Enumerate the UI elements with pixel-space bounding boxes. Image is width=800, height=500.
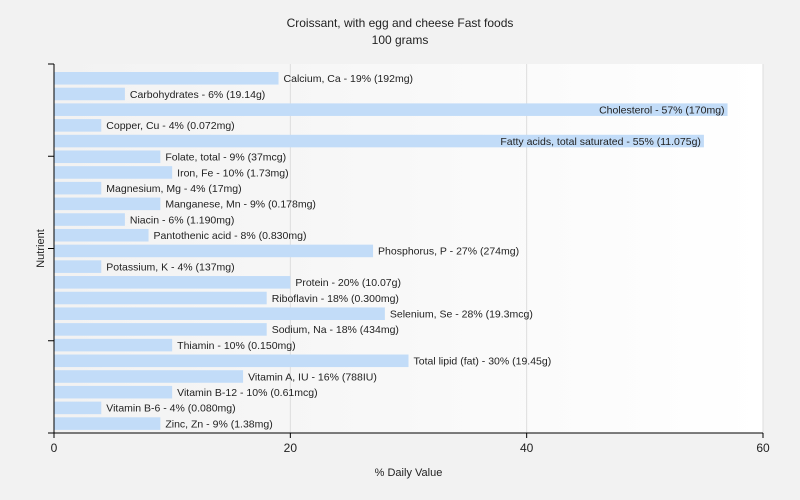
bars: Calcium, Ca - 19% (192mg) Carbohydrates -… bbox=[54, 72, 728, 430]
chart-title: Croissant, with egg and cheese Fast food… bbox=[286, 16, 514, 30]
bar bbox=[54, 401, 102, 415]
bar bbox=[54, 307, 385, 320]
bar bbox=[54, 72, 279, 85]
bar-label: Sodium, Na - 18% (434mg) bbox=[272, 324, 399, 336]
bar bbox=[54, 181, 102, 195]
x-tick-label: 0 bbox=[51, 441, 58, 455]
bar-label: Total lipid (fat) - 30% (19.45g) bbox=[414, 356, 552, 368]
bar-label: Pantothenic acid - 8% (0.830mg) bbox=[154, 230, 307, 242]
bar bbox=[54, 291, 267, 305]
x-tick-label: 40 bbox=[520, 441, 534, 455]
bar bbox=[54, 260, 102, 273]
x-axis-title: % Daily Value bbox=[375, 467, 443, 479]
x-tick-label: 20 bbox=[284, 441, 298, 455]
bar-label: Carbohydrates - 6% (19.14g) bbox=[130, 89, 265, 101]
bar-label: Calcium, Ca - 19% (192mg) bbox=[284, 73, 414, 85]
x-tick-label: 60 bbox=[756, 441, 770, 455]
bar-label: Thiamin - 10% (0.150mg) bbox=[177, 340, 295, 352]
bar bbox=[54, 103, 728, 116]
bar bbox=[54, 338, 173, 352]
bar-label: Riboflavin - 18% (0.300mg) bbox=[272, 293, 399, 305]
bar-label: Vitamin B-6 - 4% (0.080mg) bbox=[106, 403, 235, 415]
bar bbox=[54, 323, 267, 336]
bar-label: Copper, Cu - 4% (0.072mg) bbox=[106, 120, 234, 132]
bar-label: Phosphorus, P - 27% (274mg) bbox=[378, 246, 519, 258]
bar-label: Potassium, K - 4% (137mg) bbox=[106, 261, 234, 273]
bar bbox=[54, 276, 291, 289]
axes: 0 20 40 60 bbox=[48, 63, 770, 455]
bar-label: Vitamin B-12 - 10% (0.61mcg) bbox=[177, 387, 317, 399]
bar bbox=[54, 197, 161, 211]
bar-label: Protein - 20% (10.07g) bbox=[295, 277, 401, 289]
bar bbox=[54, 354, 409, 368]
bar bbox=[54, 385, 173, 399]
bar-label: Magnesium, Mg - 4% (17mg) bbox=[106, 183, 241, 195]
bar bbox=[54, 150, 161, 164]
bar bbox=[54, 166, 173, 179]
bar bbox=[54, 134, 704, 148]
bar bbox=[54, 228, 149, 242]
bar-label: Cholesterol - 57% (170mg) bbox=[599, 104, 724, 116]
bar bbox=[54, 370, 244, 383]
bar-label: Folate, total - 9% (37mcg) bbox=[165, 152, 286, 164]
bar bbox=[54, 417, 161, 430]
bar-label: Niacin - 6% (1.190mg) bbox=[130, 214, 234, 226]
bar bbox=[54, 213, 125, 226]
bar-label: Iron, Fe - 10% (1.73mg) bbox=[177, 167, 288, 179]
bar bbox=[54, 119, 102, 132]
bar-label: Fatty acids, total saturated - 55% (11.0… bbox=[500, 136, 701, 148]
bar-label: Vitamin A, IU - 16% (788IU) bbox=[248, 371, 377, 383]
y-axis-title: Nutrient bbox=[35, 229, 47, 268]
bar bbox=[54, 87, 125, 101]
bar-label: Zinc, Zn - 9% (1.38mg) bbox=[165, 418, 272, 430]
chart-subtitle: 100 grams bbox=[371, 33, 429, 47]
bar-label: Manganese, Mn - 9% (0.178mg) bbox=[165, 199, 316, 211]
bar-label: Selenium, Se - 28% (19.3mcg) bbox=[390, 309, 533, 321]
bar bbox=[54, 244, 374, 258]
